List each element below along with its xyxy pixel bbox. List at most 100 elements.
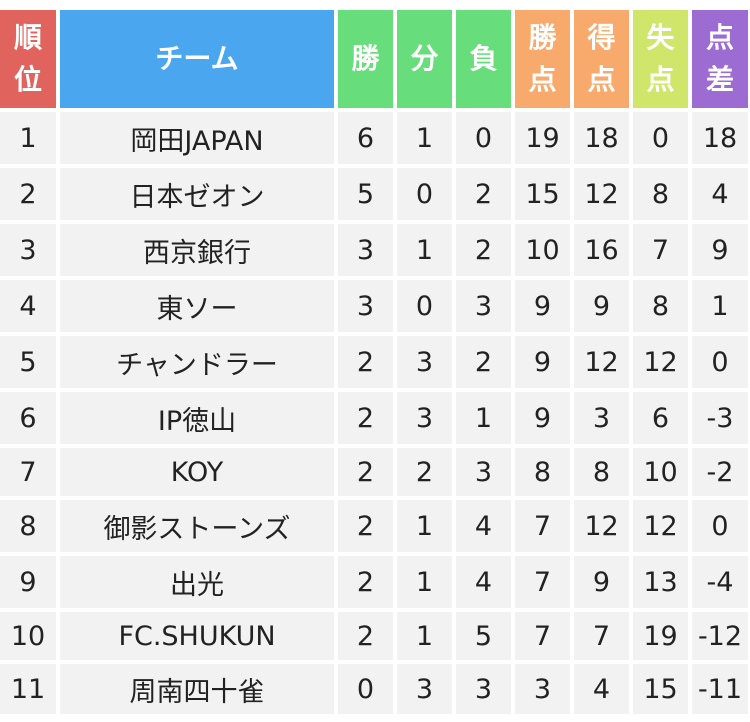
cell-rank: 6 <box>0 392 56 444</box>
cell-draws: 1 <box>397 500 452 552</box>
cell-draws: 2 <box>397 448 452 496</box>
header-goal-diff-line2: 差 <box>705 63 734 96</box>
cell-losses: 3 <box>456 664 511 714</box>
cell-goal-diff: -11 <box>692 664 748 714</box>
header-rank-line1: 順 <box>13 21 42 54</box>
header-goals-for-line2: 点 <box>587 63 616 96</box>
cell-goals-against: 15 <box>633 664 688 714</box>
cell-goals-for: 12 <box>574 500 629 552</box>
header-goals-against-line1: 失 <box>646 21 675 54</box>
cell-team: IP徳山 <box>60 392 334 444</box>
cell-losses: 5 <box>456 612 511 660</box>
cell-team: 周南四十雀 <box>60 664 334 714</box>
cell-losses: 3 <box>456 280 511 332</box>
header-goals-against: 失 点 <box>633 10 688 108</box>
header-row: 順 位 チーム 勝 分 負 勝 点 得 点 失 点 点 差 <box>0 10 748 108</box>
cell-wins: 2 <box>338 500 393 552</box>
cell-goals-against: 6 <box>633 392 688 444</box>
cell-points: 9 <box>515 392 570 444</box>
cell-goal-diff: 9 <box>692 224 748 276</box>
cell-goal-diff: 1 <box>692 280 748 332</box>
cell-losses: 1 <box>456 392 511 444</box>
cell-team: 岡田JAPAN <box>60 112 334 164</box>
cell-team: FC.SHUKUN <box>60 612 334 660</box>
cell-draws: 3 <box>397 336 452 388</box>
cell-goals-against: 8 <box>633 280 688 332</box>
table-row: 3 西京銀行 3 1 2 10 16 7 9 <box>0 224 748 276</box>
cell-points: 9 <box>515 336 570 388</box>
cell-wins: 2 <box>338 448 393 496</box>
table-row: 11 周南四十雀 0 3 3 3 4 15 -11 <box>0 664 748 714</box>
cell-losses: 3 <box>456 448 511 496</box>
cell-goal-diff: 4 <box>692 168 748 220</box>
table-row: 8 御影ストーンズ 2 1 4 7 12 12 0 <box>0 500 748 552</box>
cell-rank: 7 <box>0 448 56 496</box>
cell-goals-for: 9 <box>574 280 629 332</box>
cell-goal-diff: -2 <box>692 448 748 496</box>
header-wins: 勝 <box>338 10 393 108</box>
standings-table: 順 位 チーム 勝 分 負 勝 点 得 点 失 点 点 差 <box>0 6 750 718</box>
cell-goals-for: 12 <box>574 336 629 388</box>
cell-wins: 2 <box>338 556 393 608</box>
header-points-line2: 点 <box>528 63 557 96</box>
cell-wins: 5 <box>338 168 393 220</box>
cell-points: 7 <box>515 556 570 608</box>
cell-goals-against: 0 <box>633 112 688 164</box>
cell-losses: 2 <box>456 224 511 276</box>
header-points-line1: 勝 <box>528 21 557 54</box>
cell-draws: 1 <box>397 224 452 276</box>
cell-losses: 4 <box>456 556 511 608</box>
cell-goals-for: 12 <box>574 168 629 220</box>
cell-rank: 10 <box>0 612 56 660</box>
cell-goals-for: 3 <box>574 392 629 444</box>
cell-losses: 2 <box>456 168 511 220</box>
cell-rank: 9 <box>0 556 56 608</box>
cell-team: 出光 <box>60 556 334 608</box>
header-points: 勝 点 <box>515 10 570 108</box>
cell-points: 9 <box>515 280 570 332</box>
cell-goals-against: 8 <box>633 168 688 220</box>
table-row: 7 KOY 2 2 3 8 8 10 -2 <box>0 448 748 496</box>
header-rank-line2: 位 <box>13 63 42 96</box>
cell-goal-diff: -4 <box>692 556 748 608</box>
header-goals-for: 得 点 <box>574 10 629 108</box>
cell-goals-against: 12 <box>633 336 688 388</box>
cell-points: 7 <box>515 500 570 552</box>
cell-team: 日本ゼオン <box>60 168 334 220</box>
standings-body: 1 岡田JAPAN 6 1 0 19 18 0 18 2 日本ゼオン 5 0 2 15 12 8 4 3 西京銀行 3 1… <box>0 112 748 714</box>
cell-rank: 4 <box>0 280 56 332</box>
cell-goal-diff: -3 <box>692 392 748 444</box>
cell-wins: 2 <box>338 392 393 444</box>
cell-goals-for: 8 <box>574 448 629 496</box>
cell-wins: 3 <box>338 280 393 332</box>
cell-team: 西京銀行 <box>60 224 334 276</box>
header-team: チーム <box>60 10 334 108</box>
cell-rank: 11 <box>0 664 56 714</box>
cell-goal-diff: 0 <box>692 336 748 388</box>
cell-rank: 1 <box>0 112 56 164</box>
cell-goal-diff: 0 <box>692 500 748 552</box>
cell-points: 15 <box>515 168 570 220</box>
cell-wins: 3 <box>338 224 393 276</box>
cell-wins: 0 <box>338 664 393 714</box>
cell-goals-for: 7 <box>574 612 629 660</box>
table-row: 6 IP徳山 2 3 1 9 3 6 -3 <box>0 392 748 444</box>
cell-draws: 1 <box>397 612 452 660</box>
cell-rank: 8 <box>0 500 56 552</box>
table-row: 2 日本ゼオン 5 0 2 15 12 8 4 <box>0 168 748 220</box>
table-row: 5 チャンドラー 2 3 2 9 12 12 0 <box>0 336 748 388</box>
cell-goals-against: 7 <box>633 224 688 276</box>
cell-draws: 0 <box>397 168 452 220</box>
cell-team: 御影ストーンズ <box>60 500 334 552</box>
header-goals-against-line2: 点 <box>646 63 675 96</box>
cell-draws: 0 <box>397 280 452 332</box>
cell-goals-for: 9 <box>574 556 629 608</box>
cell-points: 10 <box>515 224 570 276</box>
cell-goals-against: 13 <box>633 556 688 608</box>
header-rank: 順 位 <box>0 10 56 108</box>
cell-losses: 4 <box>456 500 511 552</box>
cell-goal-diff: 18 <box>692 112 748 164</box>
header-goal-diff: 点 差 <box>692 10 748 108</box>
cell-goals-against: 19 <box>633 612 688 660</box>
table-row: 9 出光 2 1 4 7 9 13 -4 <box>0 556 748 608</box>
